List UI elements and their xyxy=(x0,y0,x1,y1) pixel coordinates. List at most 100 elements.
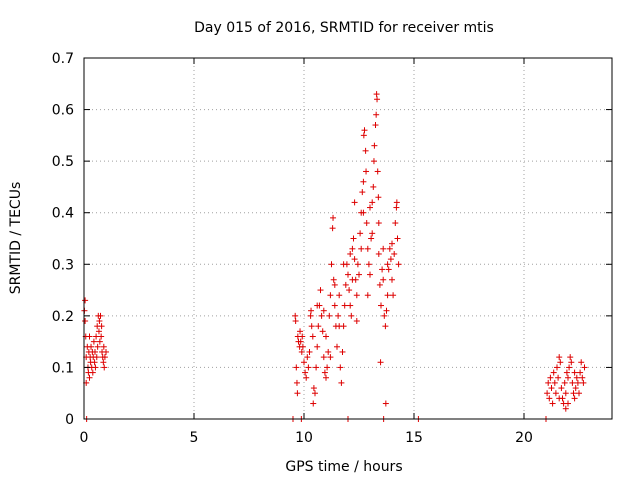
data-point xyxy=(318,312,325,319)
data-point xyxy=(328,261,335,268)
data-point xyxy=(93,354,100,361)
data-point xyxy=(392,220,399,227)
data-point xyxy=(327,292,334,299)
data-point xyxy=(293,364,300,371)
data-point xyxy=(369,199,376,206)
data-point xyxy=(320,354,327,361)
data-point xyxy=(97,312,104,319)
x-tick-label: 5 xyxy=(190,430,199,446)
data-point xyxy=(381,312,388,319)
data-point xyxy=(331,281,338,288)
data-point xyxy=(299,343,306,350)
data-point xyxy=(380,276,387,283)
data-point xyxy=(302,369,309,376)
data-point xyxy=(342,281,349,288)
data-point xyxy=(382,323,389,330)
data-point xyxy=(555,374,562,381)
data-point xyxy=(292,312,299,319)
data-point xyxy=(351,256,358,263)
data-point xyxy=(321,369,328,376)
data-point xyxy=(581,364,588,371)
data-point xyxy=(82,297,89,304)
data-point xyxy=(370,158,377,165)
data-point xyxy=(351,199,358,206)
data-point xyxy=(338,379,345,386)
data-point xyxy=(394,235,401,242)
data-point xyxy=(561,379,568,386)
data-point xyxy=(310,400,317,407)
data-point xyxy=(303,374,310,381)
data-point xyxy=(579,374,586,381)
data-point xyxy=(86,333,93,340)
data-point xyxy=(335,312,342,319)
data-point xyxy=(378,302,384,309)
data-point xyxy=(358,245,365,252)
data-point xyxy=(570,390,577,397)
data-point xyxy=(548,385,555,392)
data-point xyxy=(566,364,573,371)
data-point xyxy=(356,271,362,278)
data-point xyxy=(384,292,391,299)
data-point xyxy=(100,359,107,366)
data-point xyxy=(547,374,554,381)
data-point xyxy=(374,168,381,175)
data-point xyxy=(367,204,373,211)
data-point xyxy=(103,348,109,355)
data-point xyxy=(371,142,378,149)
data-point xyxy=(312,390,318,397)
data-point xyxy=(372,122,379,129)
data-point xyxy=(319,328,326,335)
data-point xyxy=(341,302,348,309)
data-point xyxy=(368,235,375,242)
data-point xyxy=(544,390,551,397)
data-point xyxy=(357,230,364,237)
x-axis-title: GPS time / hours xyxy=(285,459,402,475)
data-point xyxy=(360,209,367,216)
y-tick-label: 0 xyxy=(65,412,74,428)
data-point xyxy=(554,364,560,371)
data-point xyxy=(336,292,343,299)
data-point xyxy=(94,343,101,350)
data-point xyxy=(313,364,320,371)
data-layer xyxy=(81,91,588,422)
data-point xyxy=(550,369,557,376)
data-point xyxy=(345,271,351,278)
data-point xyxy=(567,354,574,361)
data-point xyxy=(93,333,100,340)
data-point xyxy=(375,194,382,201)
data-point xyxy=(307,312,314,319)
data-point xyxy=(101,354,108,361)
data-point xyxy=(297,338,304,345)
data-point xyxy=(571,395,578,402)
data-point xyxy=(374,96,381,103)
data-point xyxy=(329,225,336,232)
data-point xyxy=(552,390,559,397)
data-point xyxy=(362,147,369,154)
data-point xyxy=(350,235,357,242)
data-point xyxy=(572,385,579,392)
data-point xyxy=(299,333,306,340)
data-point xyxy=(546,395,553,402)
data-point xyxy=(348,312,355,319)
data-point xyxy=(349,245,356,252)
data-point xyxy=(373,111,380,118)
data-point xyxy=(385,266,392,273)
data-point xyxy=(549,400,556,407)
data-point xyxy=(324,364,331,371)
data-point xyxy=(82,318,89,325)
data-point xyxy=(308,307,315,314)
data-point xyxy=(304,354,311,361)
data-point xyxy=(96,318,103,325)
plot-frame xyxy=(83,57,613,420)
grid-layer xyxy=(84,58,612,419)
data-point xyxy=(370,183,377,190)
data-point xyxy=(323,374,329,381)
data-point xyxy=(327,354,334,361)
data-point xyxy=(387,256,394,263)
data-point xyxy=(89,369,96,376)
data-point xyxy=(557,359,564,366)
data-point xyxy=(101,364,108,371)
data-point xyxy=(375,250,382,257)
data-point xyxy=(95,328,102,335)
